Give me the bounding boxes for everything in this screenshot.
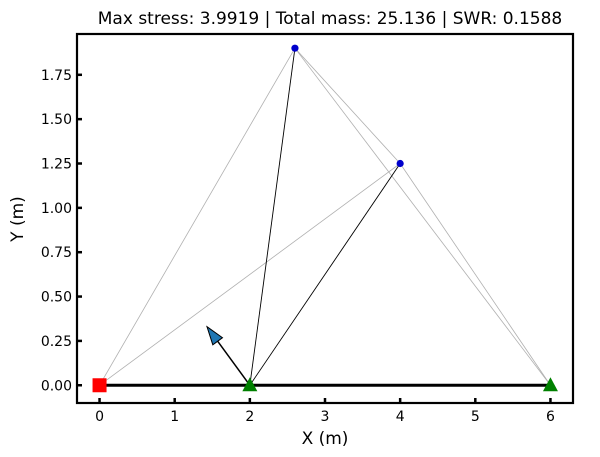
node-n5-dot-marker bbox=[396, 159, 404, 168]
nodes-layer bbox=[92, 44, 558, 393]
y-tick-label: 0.50 bbox=[41, 290, 72, 306]
y-tick-label: 1.00 bbox=[41, 201, 72, 217]
chart-title: Max stress: 3.9919 | Total mass: 25.136 … bbox=[98, 9, 562, 29]
y-tick-label: 0.00 bbox=[41, 378, 72, 394]
node-n2-support-marker bbox=[242, 377, 258, 392]
x-axis-ticks: 0 1 2 3 4 5 6 bbox=[95, 398, 555, 425]
y-tick-label: 1.25 bbox=[41, 157, 72, 173]
member-n4-n3 bbox=[294, 47, 551, 386]
x-tick-label: 1 bbox=[170, 409, 179, 425]
member-n2-n4 bbox=[249, 48, 296, 386]
x-tick-label: 2 bbox=[245, 409, 254, 425]
member-n1-n5 bbox=[99, 163, 401, 386]
y-axis-label: Y (m) bbox=[8, 196, 28, 243]
members-layer bbox=[99, 47, 551, 387]
y-tick-label: 0.75 bbox=[41, 245, 72, 261]
x-tick-label: 6 bbox=[546, 409, 555, 425]
member-n1-n4 bbox=[99, 47, 296, 386]
x-tick-label: 4 bbox=[396, 409, 405, 425]
y-tick-label: 1.75 bbox=[41, 68, 72, 84]
x-tick-label: 3 bbox=[321, 409, 330, 425]
member-n4-n5 bbox=[294, 47, 401, 164]
y-tick-label: 1.50 bbox=[41, 112, 72, 128]
load-arrow-head bbox=[206, 325, 224, 346]
member-n5-n3 bbox=[399, 163, 551, 386]
node-n4-dot-marker bbox=[291, 44, 299, 52]
x-tick-label: 5 bbox=[471, 409, 480, 425]
y-axis-ticks: 0.00 0.25 0.50 0.75 1.00 1.25 1.50 1.75 bbox=[41, 68, 82, 394]
node-n3-support-marker bbox=[542, 377, 558, 392]
member-n2-n5 bbox=[249, 163, 401, 386]
x-axis-label: X (m) bbox=[302, 429, 349, 449]
y-tick-label: 0.25 bbox=[41, 334, 72, 350]
load-arrow-shaft bbox=[217, 340, 251, 386]
load-layer bbox=[206, 325, 251, 386]
x-tick-label: 0 bbox=[95, 409, 104, 425]
node-n1-square-marker bbox=[92, 378, 107, 393]
